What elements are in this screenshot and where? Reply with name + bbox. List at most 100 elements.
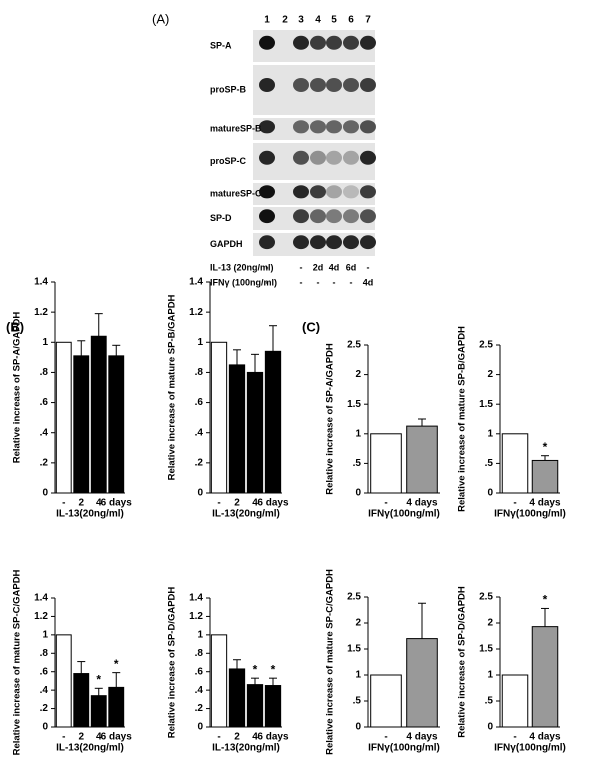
x-tick-label: 2 xyxy=(234,498,240,509)
x-axis-label: IL-13(20ng/ml) xyxy=(212,509,280,520)
y-tick-label: 0 xyxy=(487,722,493,733)
bar xyxy=(370,674,402,728)
bar xyxy=(264,685,282,728)
bar xyxy=(370,433,402,494)
treatment-value: - xyxy=(317,277,320,287)
y-tick-label: .5 xyxy=(353,458,362,469)
y-tick-label: 2 xyxy=(355,618,361,629)
bar xyxy=(531,626,559,728)
x-tick-label: 2 xyxy=(78,732,84,743)
x-axis-label: IFNγ(100ng/ml) xyxy=(368,509,440,520)
bar xyxy=(406,638,438,728)
x-tick-label: 4 days xyxy=(529,732,561,743)
y-tick-label: 2 xyxy=(487,618,493,629)
lane-number: 4 xyxy=(315,15,321,26)
x-tick-label: - xyxy=(217,498,220,509)
blot-band xyxy=(326,78,342,92)
panel-label: (A) xyxy=(152,11,169,26)
y-tick-label: 0 xyxy=(42,722,48,733)
x-tick-label: 4 xyxy=(96,498,102,509)
blot-band xyxy=(343,35,359,50)
y-tick-label: 1.4 xyxy=(189,277,203,288)
y-tick-label: .5 xyxy=(485,458,494,469)
error-bar xyxy=(112,672,121,688)
x-axis-label: IL-13(20ng/ml) xyxy=(212,743,280,754)
y-tick-label: 1 xyxy=(42,629,48,640)
y-tick-label: .6 xyxy=(195,666,204,677)
x-tick-label: 4 xyxy=(252,732,258,743)
error-bar xyxy=(541,607,549,627)
blot-band xyxy=(360,150,376,165)
blot-band xyxy=(326,209,342,224)
treatment-value: - xyxy=(266,262,269,272)
blot-band xyxy=(360,120,376,134)
significance: * xyxy=(543,440,548,454)
y-tick-label: .8 xyxy=(40,367,49,378)
error-bar xyxy=(233,659,241,669)
x-tick-label: 4 days xyxy=(406,498,438,509)
significance: * xyxy=(543,593,548,607)
blot-band xyxy=(259,35,275,50)
lane-number: 5 xyxy=(331,15,337,26)
bar xyxy=(246,371,264,494)
blot-band xyxy=(310,150,326,165)
blot-band xyxy=(293,78,309,92)
blot-band xyxy=(293,120,309,134)
blot-band xyxy=(343,150,359,165)
significance: * xyxy=(271,662,276,676)
blot-band xyxy=(310,35,326,50)
blot-band xyxy=(343,120,359,134)
blot-band xyxy=(343,209,359,224)
y-tick-label: .4 xyxy=(40,685,49,696)
treatment-value: 2d xyxy=(313,262,324,272)
y-tick-label: 1.5 xyxy=(347,399,361,410)
blot-row-label: proSP-B xyxy=(210,84,247,94)
y-tick-label: 1 xyxy=(487,428,493,439)
blot-band xyxy=(343,78,359,92)
y-tick-label: .6 xyxy=(195,397,204,408)
bar xyxy=(55,341,72,494)
y-tick-label: .2 xyxy=(195,703,204,714)
y-tick-label: 0 xyxy=(487,488,493,499)
blot-band xyxy=(360,209,376,224)
x-tick-label: 4 days xyxy=(406,732,438,743)
lane-number: 1 xyxy=(264,15,270,26)
y-tick-label: .8 xyxy=(195,367,204,378)
bar xyxy=(228,668,246,728)
y-axis-label: Relative increase of SP-D/GAPDH xyxy=(457,586,468,738)
y-tick-label: 1 xyxy=(42,337,48,348)
treatment-value: 4d xyxy=(329,262,340,272)
x-axis-label: IFNγ(100ng/ml) xyxy=(368,743,440,754)
y-tick-label: 0 xyxy=(355,488,361,499)
blot-row-label: SP-A xyxy=(210,40,232,50)
y-axis-label: Relative increase of SP-A/GAPDH xyxy=(12,312,23,464)
bar xyxy=(531,459,559,494)
bar xyxy=(501,674,529,728)
y-tick-label: 1.4 xyxy=(34,593,48,604)
blot-band xyxy=(310,235,326,250)
y-tick-label: 1.2 xyxy=(189,307,203,318)
blot-band xyxy=(326,150,342,165)
x-tick-label: 6 days xyxy=(257,732,289,743)
blot-band xyxy=(326,120,342,134)
y-tick-label: 2.5 xyxy=(347,592,361,603)
significance: * xyxy=(96,672,101,686)
y-tick-label: 2 xyxy=(487,369,493,380)
treatment-label: IFNγ (100ng/ml) xyxy=(210,277,277,287)
lane-number: 6 xyxy=(348,15,354,26)
x-tick-label: - xyxy=(513,732,516,743)
blot-band xyxy=(326,185,342,199)
error-bar xyxy=(269,325,277,352)
error-bar xyxy=(233,349,241,365)
blot-band xyxy=(293,35,309,50)
y-tick-label: .4 xyxy=(40,427,49,438)
y-tick-label: .8 xyxy=(195,648,204,659)
blot-row-label: SP-D xyxy=(210,213,232,223)
blot-row-label: matureSP-C xyxy=(210,188,262,198)
panel-label: (B) xyxy=(6,319,24,334)
blot-band xyxy=(259,150,275,165)
error-bar xyxy=(251,353,259,373)
error-bar xyxy=(418,418,426,427)
blot-band xyxy=(360,35,376,50)
blot-band xyxy=(259,120,275,134)
